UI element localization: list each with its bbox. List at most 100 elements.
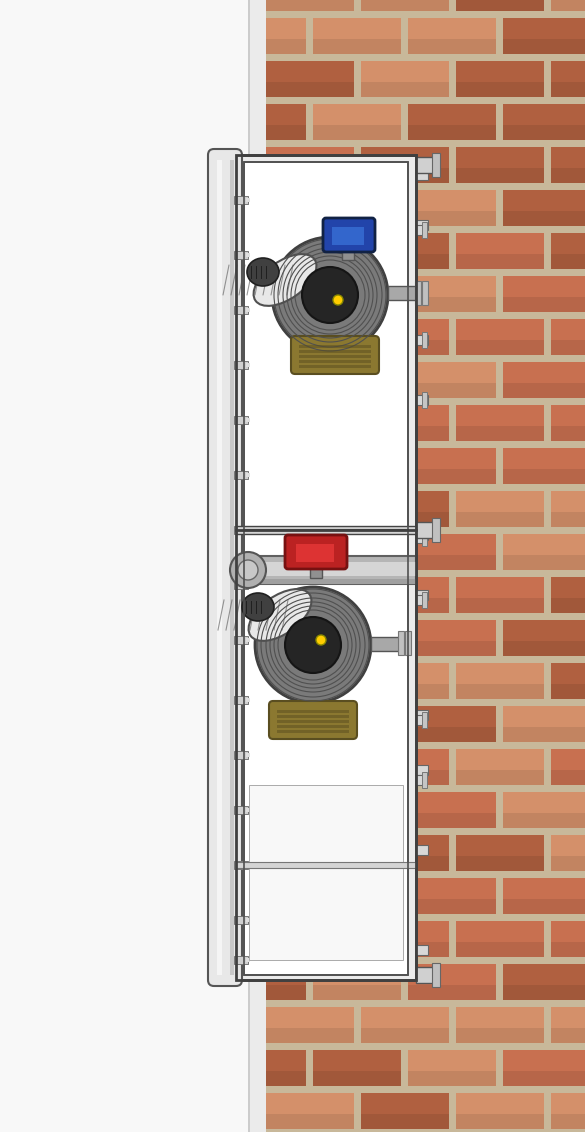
Bar [416,157,434,173]
Bar [408,275,496,311]
Bar [503,533,585,569]
Bar [503,126,585,139]
Bar [432,963,440,987]
Bar [262,447,306,483]
Bar [422,332,427,348]
Circle shape [302,267,358,323]
Bar [550,0,585,10]
Bar [277,710,349,713]
Bar [503,361,585,397]
Bar [416,160,424,170]
Bar [415,281,421,305]
Bar [503,189,585,225]
Bar [262,275,306,311]
Bar [262,1071,306,1086]
Bar [456,60,543,96]
Bar [262,619,306,655]
Ellipse shape [253,255,316,306]
Bar [503,619,585,655]
Bar [313,619,401,655]
Bar [246,473,250,477]
Bar [246,638,250,642]
Bar [408,727,496,741]
Bar [550,340,585,354]
Bar [262,40,306,53]
Bar [234,636,248,644]
Bar [262,126,306,139]
Bar [456,232,543,268]
Bar [432,518,440,542]
Bar [266,598,353,612]
Bar [408,877,496,914]
Bar [277,720,349,723]
Bar [416,595,424,604]
Bar [234,806,248,814]
Bar [266,490,353,526]
Bar [408,211,496,225]
Bar [388,286,416,300]
Bar [408,1049,496,1086]
Bar [313,813,401,827]
Bar [360,340,449,354]
Bar [503,211,585,225]
Bar [266,1092,353,1129]
Bar [550,748,585,784]
Bar [246,252,250,257]
Bar [299,350,371,353]
Bar [313,533,401,569]
Ellipse shape [247,258,279,286]
Bar [422,592,427,608]
Bar [234,696,248,704]
Bar [456,662,543,698]
Bar [313,211,401,225]
Bar [456,576,543,612]
Bar [360,748,449,784]
Bar [313,877,401,914]
Circle shape [255,588,371,703]
Bar [313,705,401,741]
Bar [234,306,248,314]
Bar [416,225,424,235]
Bar [456,770,543,784]
Bar [456,920,543,957]
Bar [408,555,496,569]
Bar [262,705,306,741]
Bar [313,641,401,655]
Bar [550,1114,585,1129]
Bar [234,916,248,924]
Bar [503,103,585,139]
Bar [313,447,401,483]
Bar [456,598,543,612]
Bar [266,232,353,268]
Bar [360,834,449,871]
Bar [234,415,248,424]
Bar [550,426,585,440]
Bar [234,751,248,758]
Bar [360,576,449,612]
Bar [249,784,403,960]
Bar [416,395,428,405]
Bar [234,957,248,964]
Bar [217,160,222,975]
Circle shape [285,617,341,674]
Bar [456,942,543,957]
Bar [262,899,306,914]
Bar [234,581,248,589]
Bar [360,1028,449,1043]
Bar [503,1071,585,1086]
Bar [313,103,401,139]
Bar [360,1114,449,1129]
Bar [332,228,364,245]
Bar [456,512,543,526]
Bar [422,281,428,305]
Bar [456,254,543,268]
Bar [456,146,543,182]
Bar [503,17,585,53]
Bar [503,813,585,827]
Bar [360,146,449,182]
Bar [408,791,496,827]
Bar [262,1049,306,1086]
Bar [262,103,306,139]
Bar [266,770,353,784]
Bar [503,297,585,311]
